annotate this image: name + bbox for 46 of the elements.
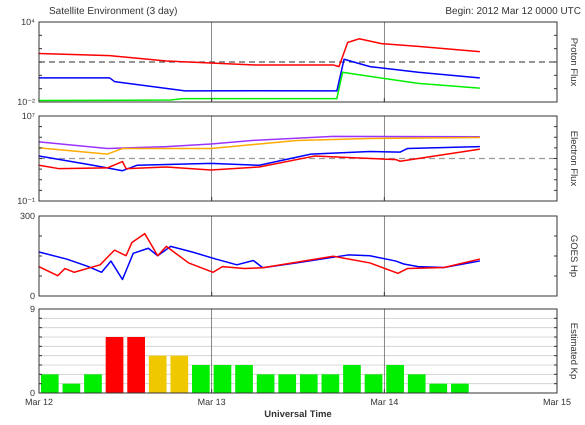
line-series xyxy=(38,246,480,280)
bar xyxy=(62,384,80,393)
y-tick-label: 0 xyxy=(30,388,35,398)
bar xyxy=(192,365,210,393)
bar xyxy=(148,356,167,393)
bar xyxy=(84,374,102,393)
bar xyxy=(364,374,382,393)
line-series xyxy=(38,136,480,155)
x-tick-label: Mar 12 xyxy=(24,397,54,407)
bar xyxy=(40,374,59,393)
bar xyxy=(451,384,469,393)
y-tick-label: 9 xyxy=(30,304,35,314)
bar xyxy=(386,365,404,393)
x-tick-label: Mar 14 xyxy=(370,397,398,407)
line-series xyxy=(38,72,480,102)
bar xyxy=(429,384,448,393)
y-tick-label: 10⁴ xyxy=(21,17,36,28)
bar xyxy=(300,374,318,393)
bar xyxy=(170,356,188,393)
y-tick-label: 300 xyxy=(20,211,35,222)
chart-title: Satellite Environment (3 day) xyxy=(49,6,178,17)
line-series xyxy=(38,232,480,276)
bar xyxy=(235,365,253,393)
bar xyxy=(322,374,340,393)
bar xyxy=(256,374,274,393)
y-tick-label: 10⁻¹ xyxy=(17,196,35,206)
y-axis-title: GOES Hp xyxy=(568,234,579,278)
y-tick-label: 0 xyxy=(30,291,35,302)
y-tick-label: 10⁷ xyxy=(22,111,35,122)
y-tick-label: 10⁻² xyxy=(17,97,35,108)
bar xyxy=(127,337,145,393)
x-tick-label: Mar 13 xyxy=(198,397,226,407)
bar xyxy=(106,337,124,393)
x-tick-label: Mar 15 xyxy=(542,397,572,407)
line-series xyxy=(38,38,480,68)
bar xyxy=(278,374,296,393)
line-series xyxy=(38,136,480,150)
y-axis-title: Electron Flux xyxy=(568,130,579,186)
x-axis-title: Universal Time xyxy=(264,409,332,420)
y-axis-title: Estimated Kp xyxy=(568,322,579,380)
text: Begin: 2012 Mar 12 0000 UTC xyxy=(445,6,581,17)
line-series xyxy=(38,58,480,92)
bar xyxy=(343,365,361,393)
y-axis-title: Proton Flux xyxy=(568,38,579,87)
bar xyxy=(214,365,232,393)
bar xyxy=(408,374,426,393)
